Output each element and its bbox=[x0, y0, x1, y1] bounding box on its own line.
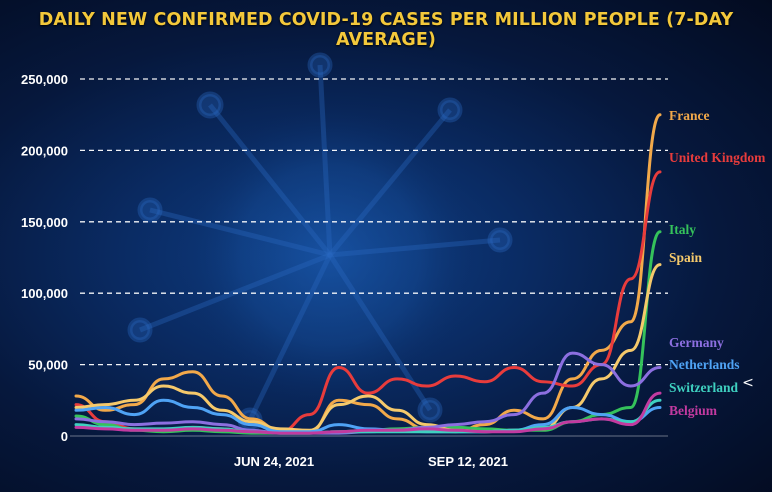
series-label-united-kingdom: United Kingdom bbox=[669, 150, 766, 165]
chart-title: DAILY NEW CONFIRMED COVID-19 CASES PER M… bbox=[38, 10, 734, 50]
series-lines bbox=[74, 113, 662, 435]
grid-lines bbox=[70, 78, 668, 437]
series-label-belgium: Belgium bbox=[669, 403, 718, 418]
virus-background-image bbox=[127, 52, 513, 433]
series-line-france bbox=[74, 113, 662, 434]
share-icon[interactable]: < bbox=[742, 375, 754, 391]
y-tick-label: 250,000 bbox=[21, 72, 68, 87]
y-tick-label: 150,000 bbox=[21, 215, 68, 230]
y-tick-label: 200,000 bbox=[21, 143, 68, 158]
y-tick-label: 100,000 bbox=[21, 286, 68, 301]
series-label-spain: Spain bbox=[669, 250, 703, 265]
series-label-switzerland: Switzerland bbox=[669, 380, 738, 395]
series-label-netherlands: Netherlands bbox=[669, 357, 740, 372]
y-tick-label: 0 bbox=[61, 429, 68, 444]
x-axis: JUN 24, 2021 SEP 12, 2021 bbox=[234, 454, 508, 469]
series-line-belgium bbox=[74, 391, 662, 435]
x-tick-label: JUN 24, 2021 bbox=[234, 454, 314, 469]
series-label-italy: Italy bbox=[669, 222, 696, 237]
series-labels: France United Kingdom Italy Spain Germany Net… bbox=[669, 108, 766, 418]
y-axis: 250,000 200,000 150,000 100,000 50,000 0 bbox=[21, 72, 68, 444]
series-label-france: France bbox=[669, 108, 709, 123]
y-tick-label: 50,000 bbox=[28, 358, 68, 373]
x-tick-label: SEP 12, 2021 bbox=[428, 454, 508, 469]
series-label-germany: Germany bbox=[669, 335, 724, 350]
